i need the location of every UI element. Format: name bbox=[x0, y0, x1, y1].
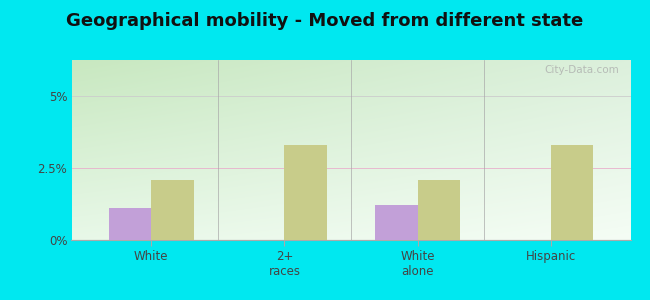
Text: Geographical mobility - Moved from different state: Geographical mobility - Moved from diffe… bbox=[66, 12, 584, 30]
Bar bbox=[417, 179, 460, 240]
Bar bbox=[151, 179, 194, 240]
Bar bbox=[109, 208, 151, 240]
Bar bbox=[375, 206, 417, 240]
Bar bbox=[285, 145, 327, 240]
Bar bbox=[551, 145, 593, 240]
Text: City-Data.com: City-Data.com bbox=[545, 65, 619, 75]
